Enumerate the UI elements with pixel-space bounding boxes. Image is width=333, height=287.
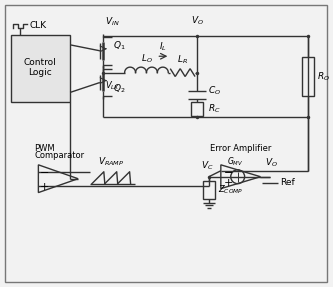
Text: $L_O$: $L_O$ (141, 53, 153, 65)
Bar (11, 35, 70, 102)
Text: Error Amplifier: Error Amplifier (210, 144, 271, 153)
Text: $V_O$: $V_O$ (190, 14, 203, 27)
Text: $I_L$: $I_L$ (160, 41, 167, 53)
Text: $V_{LX}$: $V_{LX}$ (105, 79, 120, 92)
Bar (203, 181, 215, 199)
Text: Ref: Ref (280, 178, 295, 187)
Text: $L_R$: $L_R$ (177, 53, 188, 66)
Text: $V_{IN}$: $V_{IN}$ (105, 15, 120, 28)
Text: $R_C$: $R_C$ (208, 102, 221, 115)
Text: $-$: $-$ (223, 166, 233, 176)
Text: $V_{RAMP}$: $V_{RAMP}$ (98, 155, 124, 168)
Bar (191, 102, 203, 116)
Text: CLK: CLK (29, 22, 47, 30)
Text: $Q_1$: $Q_1$ (113, 40, 125, 52)
Text: $Q_2$: $Q_2$ (113, 82, 125, 95)
Text: $V_O$: $V_O$ (265, 156, 278, 169)
Text: $+$: $+$ (223, 177, 233, 188)
Text: Control: Control (24, 58, 57, 67)
Text: $Z_{COMP}$: $Z_{COMP}$ (218, 183, 243, 196)
Text: $+$: $+$ (39, 181, 49, 192)
Text: Logic: Logic (29, 68, 52, 77)
Bar (302, 57, 314, 96)
Text: $-$: $-$ (39, 166, 49, 176)
Text: $C_O$: $C_O$ (208, 85, 221, 97)
Text: $V_C$: $V_C$ (201, 159, 213, 172)
Text: PWM: PWM (34, 144, 55, 153)
Text: Comparator: Comparator (34, 151, 85, 160)
Text: $R_O$: $R_O$ (317, 70, 330, 83)
Text: $G_{MV}$: $G_{MV}$ (227, 155, 244, 168)
